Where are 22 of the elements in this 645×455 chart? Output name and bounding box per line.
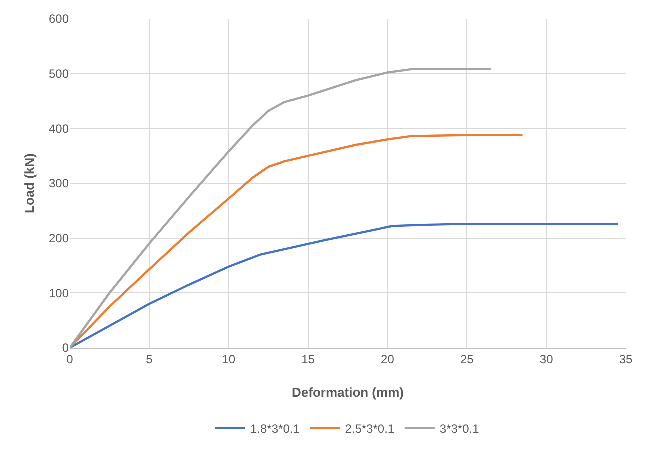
- line-series: [70, 134, 524, 348]
- legend-label: 3*3*0.1: [440, 422, 480, 436]
- y-tick-label: 300: [48, 176, 70, 191]
- y-tick-label: 200: [48, 232, 70, 246]
- x-tick-label: 35: [619, 352, 633, 366]
- y-tick-label: 100: [48, 286, 70, 300]
- y-tick-label: 0: [62, 341, 70, 356]
- y-tick-label: 400: [48, 122, 70, 136]
- line-series: [70, 68, 492, 348]
- x-tick-label: 5: [146, 352, 154, 366]
- x-tick-label: 20: [381, 352, 395, 366]
- x-tick-label: 25: [460, 352, 474, 366]
- x-axis-title: Deformation (mm): [292, 385, 404, 400]
- legend-label: 2.5*3*0.1: [345, 422, 395, 436]
- y-tick-label: 500: [48, 67, 70, 82]
- x-tick-label: 15: [302, 352, 316, 366]
- x-tick-label: 30: [540, 352, 554, 366]
- y-tick-label: 600: [48, 12, 70, 26]
- line-series: [70, 222, 620, 348]
- y-axis-title: Load (kN): [22, 154, 37, 214]
- legend-label: 1.8*3*0.1: [250, 422, 300, 436]
- x-tick-label: 10: [222, 352, 236, 366]
